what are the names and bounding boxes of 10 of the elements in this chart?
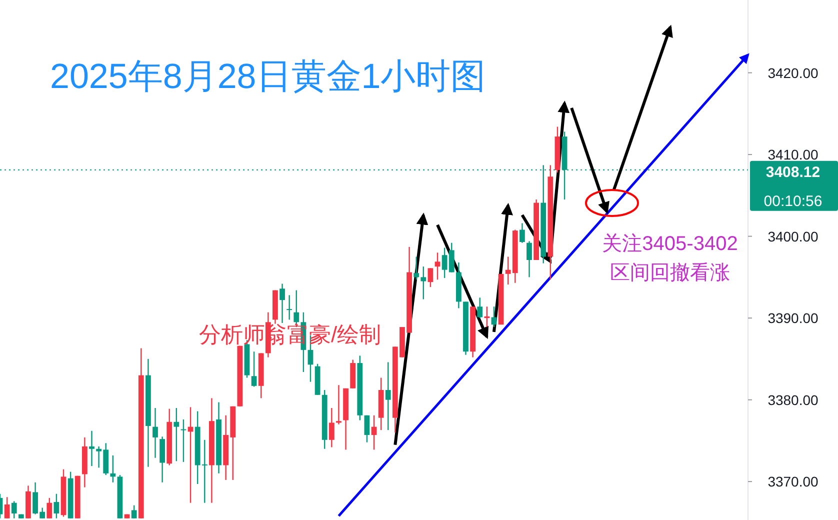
y-tick-label: 3370.00 [768,474,819,490]
y-tick-label: 3410.00 [768,146,819,163]
y-tick-label: 3400.00 [768,228,819,244]
annotation: 关注3405-3402 区间回撤看涨 [602,233,738,284]
ref-line-label: 3408.12 [766,164,820,181]
y-tick-label: 3390.00 [768,310,819,326]
text: 2025年8月28日黄金1小时图 [50,57,486,96]
y-tick-label: 3380.00 [768,392,819,408]
text: 00:10:56 [764,193,822,210]
y-tick-label: 3420.00 [768,64,819,81]
